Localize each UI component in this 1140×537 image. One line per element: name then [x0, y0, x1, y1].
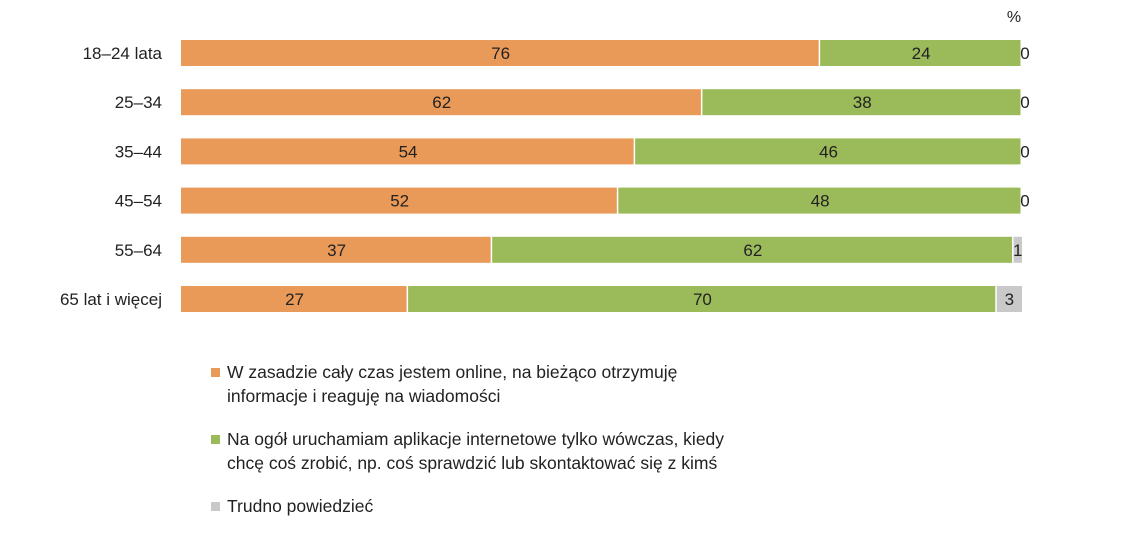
data-label: 27 [285, 290, 304, 309]
bar-segment-series-0 [181, 236, 491, 263]
data-label: 24 [912, 44, 931, 63]
legend-item: Trudno powiedzieć [211, 494, 887, 518]
data-label: 46 [819, 142, 838, 161]
bar-segment-series-0 [181, 40, 819, 66]
category-label: 65 lat i więcej [60, 290, 162, 309]
data-label: 70 [693, 290, 712, 309]
bar-segment-series-1 [618, 187, 1021, 214]
data-label: 62 [743, 241, 762, 260]
data-label: 48 [811, 192, 830, 211]
category-label: 45–54 [115, 192, 162, 211]
bar-segment-series-0 [181, 286, 407, 312]
data-label: 62 [432, 93, 451, 112]
data-label: 0 [1020, 44, 1029, 63]
data-label: 37 [327, 241, 346, 260]
data-label: 0 [1020, 93, 1029, 112]
legend-item: W zasadzie cały czas jestem online, na b… [211, 360, 887, 408]
data-label: 0 [1020, 192, 1029, 211]
bar-segment-series-1 [408, 286, 996, 312]
legend-label: W zasadzie cały czas jestem online, na b… [227, 362, 678, 406]
data-label: 1 [1013, 241, 1022, 260]
bar-segment-series-1 [635, 138, 1021, 165]
bar-segment-series-1 [820, 40, 1021, 66]
data-label: 3 [1005, 290, 1014, 309]
unit-label: % [1007, 9, 1021, 26]
legend-swatch [211, 368, 220, 377]
bar-segment-series-2 [996, 286, 1022, 312]
legend-swatch [211, 435, 220, 444]
legend-swatch [211, 502, 220, 511]
legend-label: Trudno powiedzieć [227, 496, 374, 516]
data-label: 54 [399, 142, 418, 161]
stacked-bar-chart: % 18–24 lata 76 24 0 25–34 62 38 0 35–44 54 46 0 45–… [60, 9, 1030, 312]
legend-label: Na ogół uruchamiam aplikacje internetowe… [227, 429, 725, 473]
bar-segment-series-0 [181, 89, 701, 116]
bar-segment-series-1 [702, 89, 1021, 116]
legend-item: Na ogół uruchamiam aplikacje internetowe… [211, 427, 887, 475]
category-label: 55–64 [115, 241, 162, 260]
legend: W zasadzie cały czas jestem online, na b… [211, 360, 887, 537]
category-label: 25–34 [115, 93, 162, 112]
category-label: 18–24 lata [83, 44, 163, 63]
data-label: 52 [390, 192, 409, 211]
data-label: 0 [1020, 142, 1029, 161]
data-label: 76 [491, 44, 510, 63]
bar-segment-series-1 [492, 236, 1013, 263]
bar-segment-series-0 [181, 187, 617, 214]
bar-segment-series-0 [181, 138, 634, 165]
bar-segment-series-2 [1013, 236, 1022, 263]
category-label: 35–44 [115, 142, 162, 161]
data-label: 38 [853, 93, 872, 112]
